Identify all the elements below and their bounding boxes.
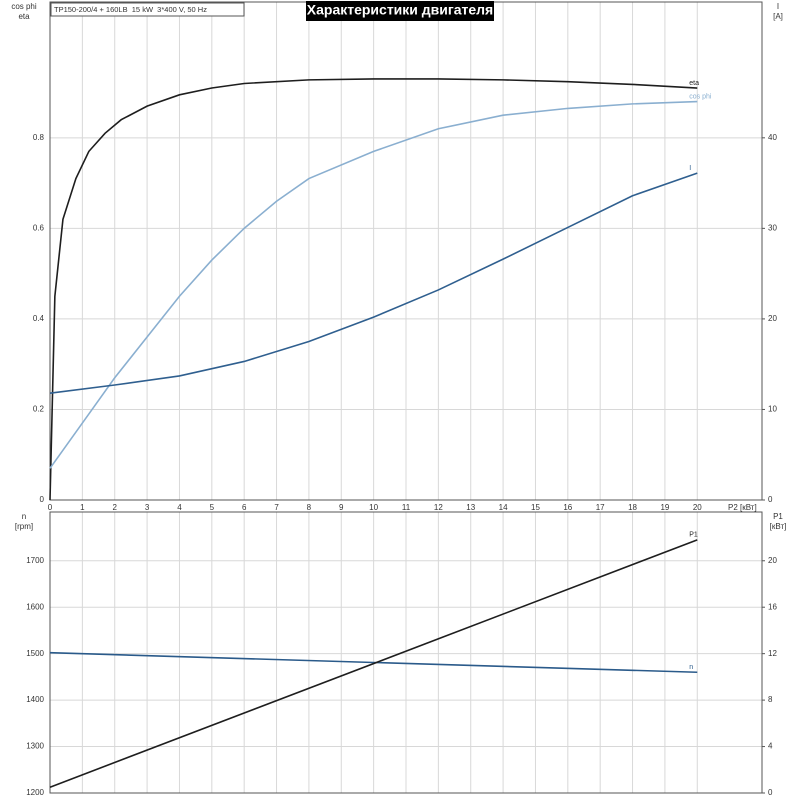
x-tick-label: 18: [628, 503, 637, 512]
x-tick-label: 0: [48, 503, 53, 512]
x-tick-label: 12: [434, 503, 443, 512]
y2-tick-label: 0: [768, 495, 773, 504]
y2-tick-label: 12: [768, 649, 777, 658]
y-tick-label: 0: [40, 495, 45, 504]
title-box: [306, 1, 494, 21]
y2-axis-label: [кВт]: [770, 522, 787, 531]
y-axis-label: eta: [18, 12, 30, 21]
x-tick-label: 14: [499, 503, 508, 512]
y2-tick-label: 8: [768, 695, 773, 704]
y2-tick-label: 4: [768, 742, 773, 751]
y-tick-label: 1300: [26, 742, 44, 751]
x-tick-label: 1: [80, 503, 85, 512]
x-tick-label: 4: [177, 503, 182, 512]
x-tick-label: 3: [145, 503, 150, 512]
x-tick-label: 19: [660, 503, 669, 512]
y-tick-label: 1700: [26, 556, 44, 565]
chart-subtitle: TP150-200/4 + 160LB 15 kW 3*400 V, 50 Hz: [54, 5, 207, 14]
series-line: [49, 539, 698, 788]
series-label: P1: [689, 532, 698, 539]
x-tick-label: 11: [402, 503, 411, 512]
chart-title: Характеристики двигателя: [307, 2, 493, 18]
series-line: [49, 651, 698, 674]
x-tick-label: 17: [596, 503, 605, 512]
y-axis-label: cos phi: [11, 2, 37, 11]
y-tick-label: 0.2: [33, 405, 45, 414]
y-tick-label: 0.4: [33, 314, 45, 323]
y-axis-label: [rpm]: [15, 522, 33, 531]
series-line: [49, 78, 698, 501]
y2-axis-label: I: [777, 2, 779, 11]
y2-tick-label: 40: [768, 133, 777, 142]
y2-axis-label: [A]: [773, 12, 783, 21]
series-line: [49, 172, 698, 394]
x-tick-label: 13: [466, 503, 475, 512]
y2-tick-label: 20: [768, 314, 777, 323]
y2-tick-label: 10: [768, 405, 777, 414]
y-tick-label: 0.8: [33, 133, 45, 142]
x-tick-label: 2: [113, 503, 118, 512]
y-tick-label: 1600: [26, 602, 44, 611]
x-tick-label: 10: [369, 503, 378, 512]
y2-tick-label: 0: [768, 788, 773, 797]
y-tick-label: 0.6: [33, 223, 45, 232]
y2-tick-label: 16: [768, 602, 777, 611]
x-tick-label: 5: [210, 503, 215, 512]
x-tick-label: 8: [307, 503, 312, 512]
x-tick-label: 7: [274, 503, 279, 512]
y2-axis-label: P1: [773, 512, 783, 521]
series-line: [49, 100, 698, 469]
series-label: I: [689, 165, 691, 172]
x-tick-label: 16: [563, 503, 572, 512]
y2-tick-label: 20: [768, 556, 777, 565]
y-axis-label: n: [22, 512, 26, 521]
y-tick-label: 1500: [26, 649, 44, 658]
x-tick-label: 20: [693, 503, 702, 512]
x-tick-label: 6: [242, 503, 247, 512]
subtitle-box: [50, 2, 245, 17]
series-label: n: [689, 664, 693, 671]
x-tick-label: 15: [531, 503, 540, 512]
plot-frame: [49, 511, 763, 794]
series-label: cos phi: [689, 93, 712, 100]
y-tick-label: 1400: [26, 695, 44, 704]
y-tick-label: 1200: [26, 788, 44, 797]
y2-tick-label: 30: [768, 223, 777, 232]
series-label: eta: [689, 80, 699, 87]
x-tick-label: 9: [339, 503, 344, 512]
x-axis-label: P2 [кВт]: [728, 503, 757, 512]
